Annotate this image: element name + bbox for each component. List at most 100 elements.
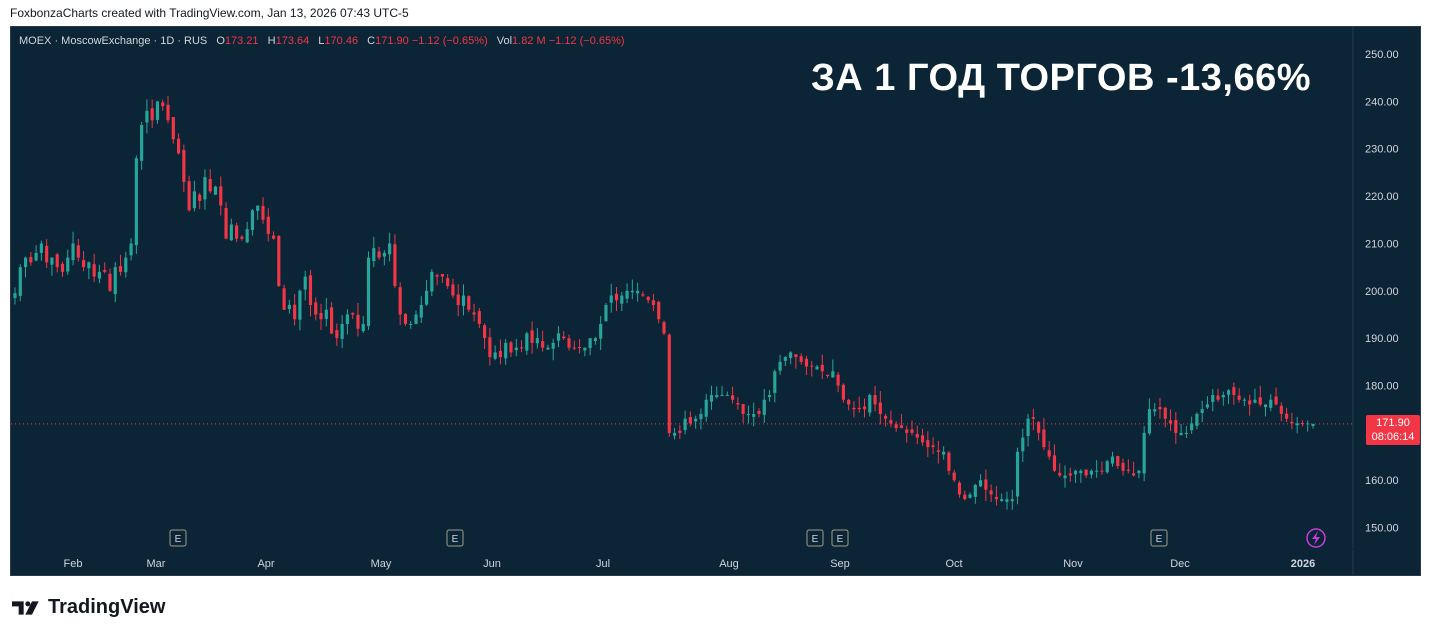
y-tick-label: 160.00 bbox=[1365, 475, 1399, 487]
candle-body bbox=[546, 347, 550, 350]
candle-body bbox=[335, 330, 339, 339]
candle-body bbox=[287, 305, 291, 310]
candle-body bbox=[862, 406, 867, 410]
earnings-marker bbox=[1150, 529, 1168, 547]
candle-body bbox=[514, 347, 518, 351]
last-price-tag: 171.90 08:06:14 bbox=[1366, 415, 1420, 445]
candle-body bbox=[541, 341, 545, 348]
candle-body bbox=[1285, 413, 1289, 419]
candle-body bbox=[103, 270, 107, 272]
candle-body bbox=[256, 205, 260, 211]
candle-body bbox=[667, 334, 671, 433]
legend-vol-change: −1.12 (−0.65%) bbox=[548, 35, 625, 47]
candle-body bbox=[435, 275, 439, 277]
earnings-marker-label: E bbox=[1156, 534, 1163, 545]
candle-body bbox=[472, 312, 476, 315]
x-tick-label: Oct bbox=[945, 558, 962, 570]
candle-body bbox=[519, 347, 524, 349]
candle-body bbox=[1311, 423, 1315, 426]
candle-body bbox=[271, 235, 276, 239]
candle-body bbox=[572, 347, 576, 349]
candle-body bbox=[662, 322, 666, 334]
candle-body bbox=[1026, 418, 1030, 437]
candle-body bbox=[303, 276, 307, 290]
candle-body bbox=[366, 257, 371, 327]
candle-body bbox=[1200, 409, 1204, 413]
candle-body bbox=[810, 365, 814, 367]
y-tick-label: 190.00 bbox=[1365, 333, 1399, 345]
candle-body bbox=[113, 267, 117, 295]
candle-body bbox=[947, 452, 951, 471]
chart-panel[interactable]: 150.00160.00170.00180.00190.00200.00210.… bbox=[10, 26, 1421, 576]
candle-body bbox=[1000, 499, 1004, 501]
candle-body bbox=[150, 108, 154, 121]
candle-body bbox=[931, 445, 935, 448]
candle-body bbox=[614, 293, 619, 301]
candle-body bbox=[847, 399, 851, 405]
candle-body bbox=[266, 216, 270, 234]
candle-body bbox=[625, 290, 629, 299]
x-tick-label: Nov bbox=[1063, 558, 1083, 570]
candle-body bbox=[377, 251, 381, 258]
candle-body bbox=[820, 364, 824, 372]
candle-body bbox=[1168, 420, 1173, 424]
candle-body bbox=[1295, 423, 1299, 426]
candle-body bbox=[699, 413, 703, 420]
candle-body bbox=[108, 273, 112, 291]
candle-body bbox=[767, 394, 772, 398]
candle-body bbox=[789, 352, 793, 358]
candle-body bbox=[1306, 423, 1310, 425]
tradingview-logo[interactable]: TradingView bbox=[12, 596, 165, 619]
candle-body bbox=[118, 266, 123, 272]
candle-body bbox=[29, 257, 33, 263]
candle-body bbox=[899, 425, 904, 429]
candle-body bbox=[1015, 451, 1020, 497]
candle-body bbox=[741, 404, 745, 414]
candle-body bbox=[1248, 400, 1252, 405]
candle-body bbox=[419, 305, 423, 318]
candle-body bbox=[92, 264, 96, 277]
candle-body bbox=[984, 479, 988, 490]
candle-body bbox=[1205, 404, 1210, 408]
candle-body bbox=[45, 245, 49, 263]
price-chart[interactable]: 150.00160.00170.00180.00190.00200.00210.… bbox=[11, 27, 1420, 575]
candle-body bbox=[657, 301, 661, 320]
legend-low-label: L bbox=[318, 35, 325, 47]
candle-body bbox=[678, 430, 682, 433]
candle-body bbox=[936, 450, 940, 452]
x-tick-label: Dec bbox=[1170, 558, 1190, 570]
candle-body bbox=[704, 399, 708, 417]
candle-body bbox=[1042, 429, 1046, 448]
y-tick-label: 240.00 bbox=[1365, 96, 1399, 108]
candle-body bbox=[430, 271, 434, 292]
candle-body bbox=[393, 244, 397, 287]
candle-body bbox=[18, 267, 22, 296]
candle-body bbox=[1047, 450, 1051, 457]
x-tick-label: May bbox=[371, 558, 392, 570]
flash-icon bbox=[1306, 528, 1326, 548]
candle-body bbox=[71, 243, 75, 260]
candle-body bbox=[124, 257, 128, 273]
candle-body bbox=[715, 394, 719, 398]
candle-body bbox=[324, 309, 328, 319]
candle-body bbox=[340, 323, 344, 339]
earnings-marker bbox=[831, 529, 849, 547]
candle-body bbox=[994, 496, 998, 500]
candle-body bbox=[1153, 409, 1157, 412]
candle-body bbox=[50, 257, 54, 265]
chart-attribution: FoxbonzaCharts created with TradingView.… bbox=[10, 6, 409, 20]
candle-body bbox=[498, 350, 503, 358]
candle-body bbox=[1010, 499, 1014, 502]
candle-body bbox=[155, 101, 160, 120]
candle-body bbox=[757, 410, 761, 414]
candle-body bbox=[76, 245, 80, 258]
candle-body bbox=[1105, 461, 1109, 473]
candle-body bbox=[351, 312, 355, 315]
x-tick-label: 2026 bbox=[1291, 558, 1315, 570]
candle-body bbox=[778, 361, 782, 371]
x-tick-label: Jul bbox=[596, 558, 610, 570]
candle-body bbox=[1137, 470, 1141, 474]
candle-body bbox=[250, 210, 255, 230]
legend-open-label: O bbox=[216, 35, 225, 47]
candle-body bbox=[235, 225, 239, 239]
